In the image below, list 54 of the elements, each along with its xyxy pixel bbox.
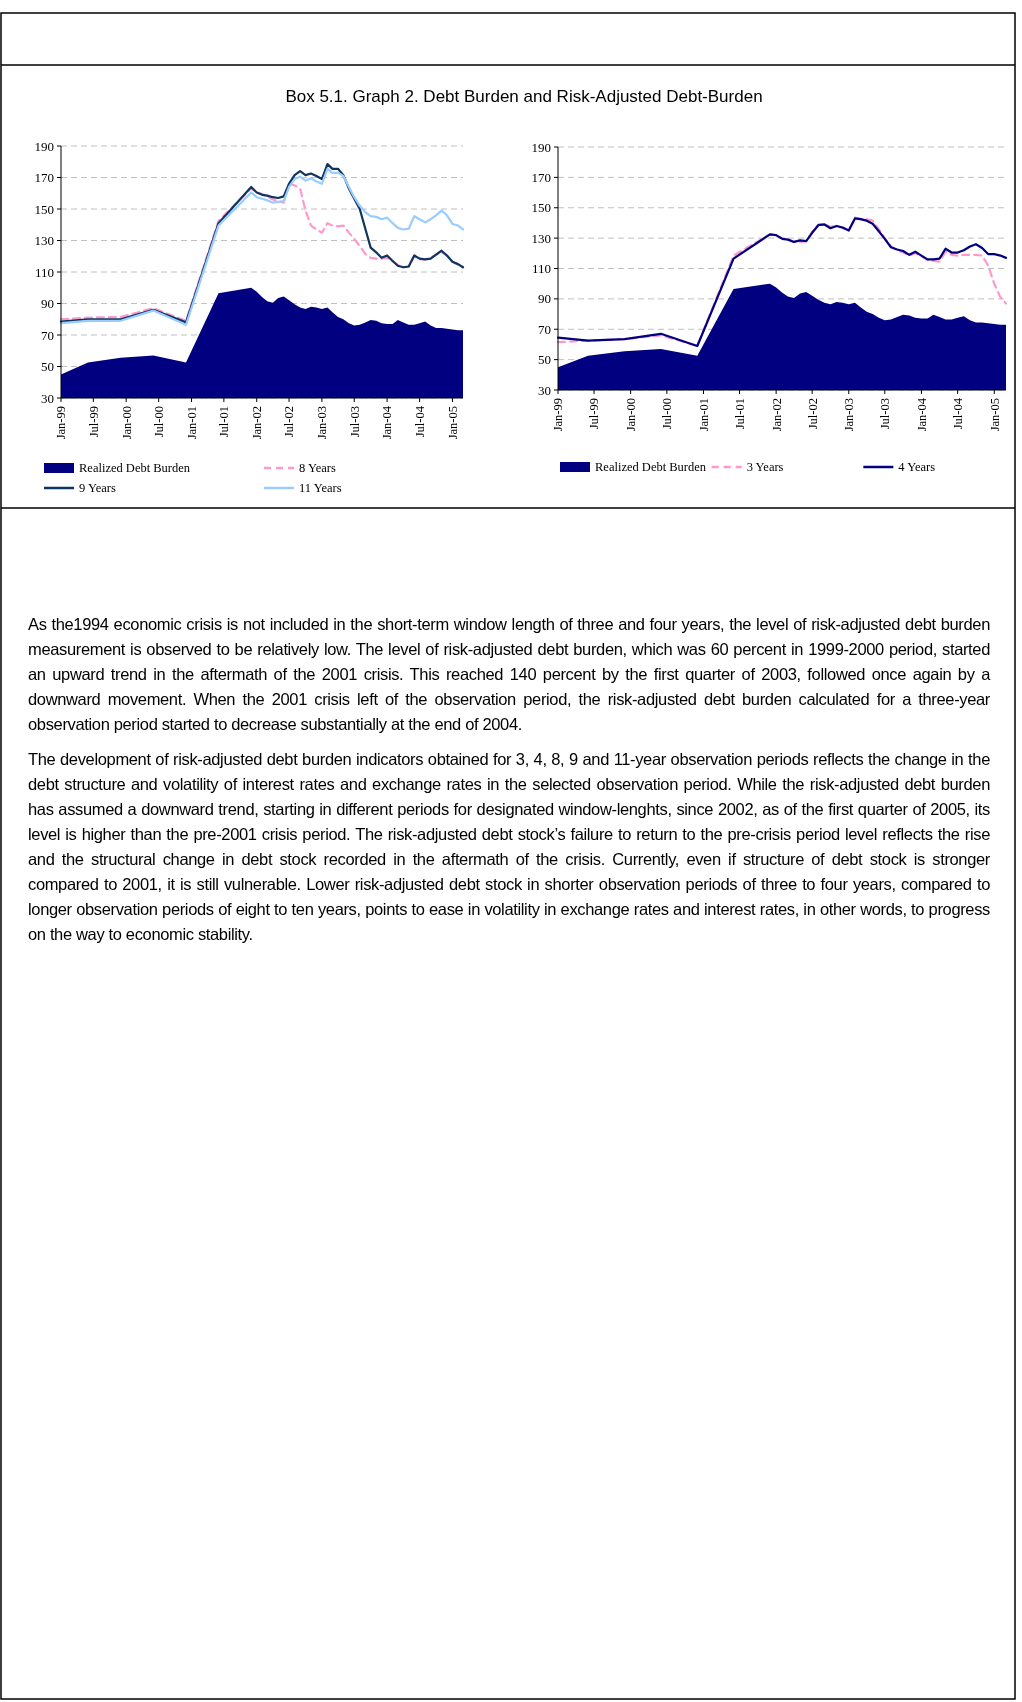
y-tick-label: 30: [538, 382, 551, 398]
y-tick-label: 50: [41, 359, 54, 375]
x-tick-label: Jan-02: [250, 406, 265, 440]
x-tick-label: Jan-03: [842, 398, 857, 432]
y-tick-label: 50: [538, 352, 551, 368]
x-tick-label: Jan-03: [315, 406, 330, 440]
y-tick-label: 70: [538, 321, 551, 337]
legend-label: Realized Debt Burden: [595, 460, 707, 474]
x-tick-label: Jan-00: [624, 398, 639, 432]
x-tick-label: Jan-04: [914, 397, 929, 432]
x-tick-label: Jul-03: [878, 398, 893, 430]
y-tick-label: 110: [531, 261, 551, 277]
legend-label: 11 Years: [299, 481, 342, 495]
legend-label: 4 Years: [898, 460, 936, 474]
x-tick-label: Jan-00: [119, 406, 134, 440]
x-tick-label: Jul-99: [587, 398, 602, 430]
text: As the1994 economic crisis is not included in the short-term window length of three and four years, the level of risk-adjusted debt burden measurement is observed to be relatively low. The level of risk-adjusted debt burden, which was 60 percent in 1999-2000 period, started an upward trend in the aftermath of the 2001 crisis. This reached 140 percent by the first quarter of 2003, followed once again by a downward movement. When the 2001 crisis left of the observation period, the risk-adjusted debt burden calculated for a three-year observation period started to decrease substantially at the end of 2004.: [28, 614, 990, 735]
x-tick-label: Jan-99: [54, 406, 69, 440]
x-tick-label: Jan-02: [769, 398, 784, 432]
x-tick-label: Jul-00: [660, 398, 675, 430]
x-tick-label: Jul-02: [282, 406, 297, 438]
x-tick-label: Jul-99: [86, 406, 101, 438]
y-tick-label: 190: [531, 139, 551, 155]
y-tick-label: 90: [538, 291, 551, 307]
x-tick-label: Jul-04: [951, 397, 966, 430]
x-tick-label: Jul-01: [732, 398, 747, 430]
x-tick-label: Jul-04: [412, 405, 427, 438]
y-tick-label: 170: [531, 169, 551, 185]
text: The development of risk-adjusted debt burden indicators obtained for 3, 4, 8, 9 and 11-year observation periods reflects the change in the debt structure and volatility of interest rates and exchange rates in the selected observation period. While the risk-adjusted debt burden has assumed a downward trend, starting in different periods for designated window-lenghts, since 2002, as of the first quarter of 2005, its level is higher than the pre-2001 crisis period. The risk-adjusted debt stock’s failure to return to the pre-crisis period level reflects the rise and the structural change in debt stock recorded in the aftermath of the crisis. Currently, even if structure of debt stock is stronger compared to 2001, it is still vulnerable. Lower risk-adjusted debt stock in shorter observation periods of three to four years, compared to longer observation periods of eight to ten years, points to ease in volatility in exchange rates and interest rates, in other words, to progress on the way to economic stability.: [28, 749, 990, 945]
y-tick-label: 170: [34, 170, 54, 186]
x-tick-label: Jul-02: [805, 398, 820, 430]
y-tick-label: 130: [531, 230, 551, 246]
x-tick-label: Jul-00: [152, 406, 167, 438]
x-tick-label: Jan-05: [445, 406, 460, 440]
x-tick-label: Jul-01: [217, 406, 232, 438]
legend-label: 8 Years: [299, 461, 336, 475]
y-tick-label: 190: [34, 138, 54, 154]
legend-label: 9 Years: [79, 481, 116, 495]
x-tick-label: Jan-99: [551, 398, 566, 432]
legend-label: Realized Debt Burden: [79, 461, 191, 475]
y-tick-label: 130: [34, 233, 54, 249]
x-tick-label: Jul-03: [347, 406, 362, 438]
y-tick-label: 70: [41, 327, 54, 343]
x-tick-label: Jan-05: [987, 398, 1002, 432]
x-tick-label: Jan-01: [696, 398, 711, 432]
text: Box 5.1. Graph 2. Debt Burden and Risk-Adjusted Debt-Burden: [285, 87, 763, 106]
legend-label: 3 Years: [746, 460, 784, 474]
y-tick-label: 90: [41, 296, 54, 312]
x-tick-label: Jan-01: [184, 406, 199, 440]
x-tick-label: Jan-04: [380, 405, 395, 440]
y-tick-label: 30: [41, 390, 54, 406]
y-tick-label: 150: [531, 200, 551, 216]
y-tick-label: 150: [34, 201, 54, 217]
y-tick-label: 110: [34, 264, 54, 280]
